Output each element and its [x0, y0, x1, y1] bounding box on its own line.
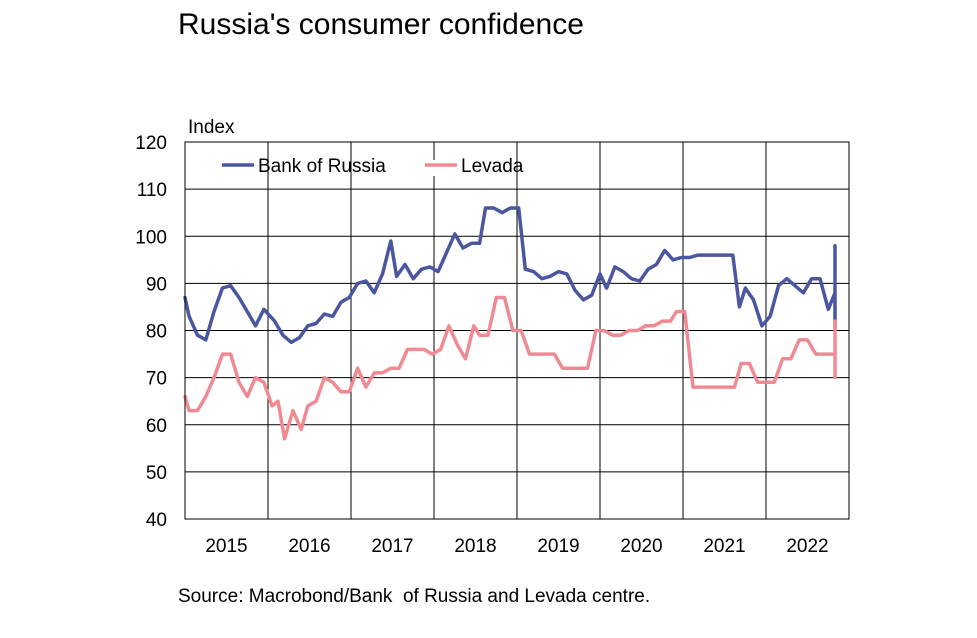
- x-tick-label: 2018: [454, 536, 496, 557]
- y-tick-label: 70: [146, 369, 167, 390]
- y-axis-label: Index: [188, 117, 235, 138]
- x-tick-label: 2017: [371, 536, 413, 557]
- y-tick-label: 90: [146, 274, 167, 295]
- y-tick-label: 40: [146, 510, 167, 531]
- legend-label: Bank of Russia: [258, 156, 386, 177]
- legend: Bank of Russia Levada: [220, 156, 524, 177]
- x-tick-label: 2019: [537, 536, 579, 557]
- axis-layer: 40 50 60 70 80 90 100 110 120 2015 2016 2017 2018 201…: [135, 133, 828, 557]
- series-layer: [183, 206, 837, 441]
- y-tick-label: 110: [137, 180, 167, 201]
- x-tick-label: 2021: [703, 536, 745, 557]
- legend-label: Levada: [461, 156, 524, 177]
- chart-title: Russia's consumer confidence: [178, 8, 584, 41]
- legend-bg: [220, 160, 258, 176]
- x-tick-label: 2020: [620, 536, 662, 557]
- y-tick-label: 120: [135, 133, 167, 154]
- legend-bg: [423, 160, 461, 176]
- y-tick-label: 80: [146, 322, 167, 343]
- x-tick-label: 2015: [205, 536, 247, 557]
- series-line-bank-of-russia: [183, 206, 837, 345]
- chart-source: Source: Macrobond/Bank of Russia and Lev…: [178, 586, 651, 607]
- series-line-levada: [183, 295, 837, 441]
- x-tick-label: 2016: [288, 536, 330, 557]
- x-tick-label: 2022: [786, 536, 828, 557]
- y-tick-label: 60: [146, 416, 167, 437]
- y-tick-label: 50: [146, 463, 167, 484]
- y-tick-label: 100: [135, 227, 167, 248]
- plot-frame: [184, 141, 850, 520]
